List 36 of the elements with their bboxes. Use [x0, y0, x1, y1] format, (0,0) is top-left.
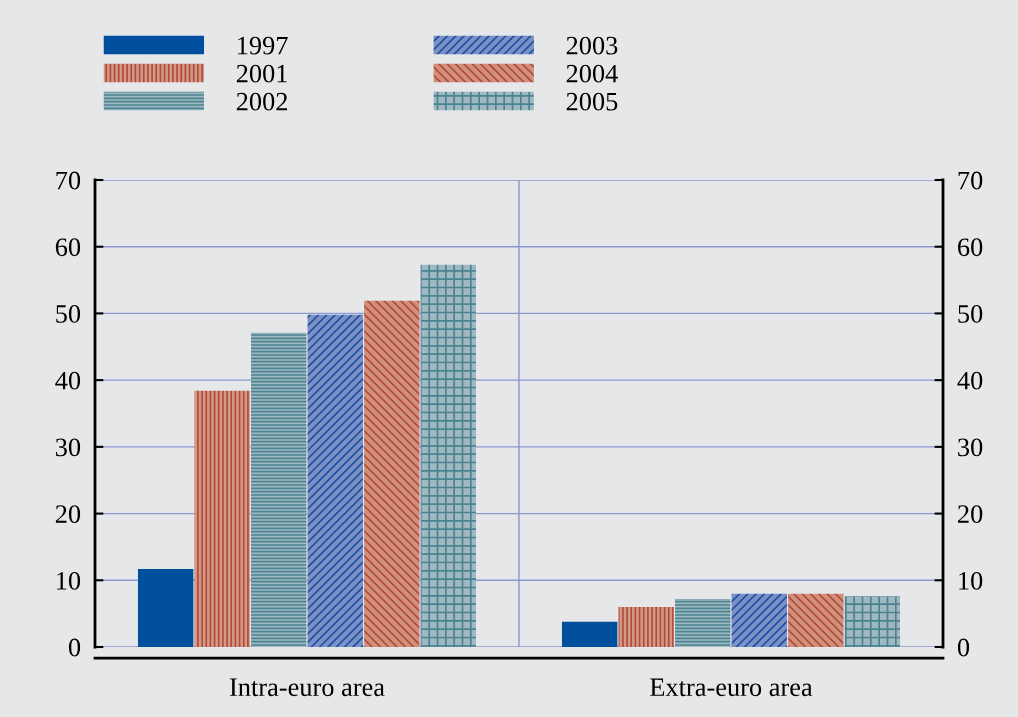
bar — [251, 332, 307, 647]
bar — [194, 390, 250, 647]
bar — [137, 568, 194, 647]
legend-label: 2003 — [566, 36, 618, 55]
legend-label: 2004 — [566, 64, 618, 83]
y2-tick-label: 60 — [958, 238, 983, 257]
y2-tick-label: 0 — [957, 638, 970, 657]
x-tick-label: Extra-euro area — [650, 678, 813, 697]
y2-tick-label: 50 — [958, 305, 983, 323]
bar — [420, 264, 477, 647]
y2-tick-label: 40 — [957, 371, 983, 390]
y2-tick-label: 20 — [958, 505, 983, 523]
legend-label: 1997 — [238, 36, 288, 55]
y-tick-label: 40 — [55, 371, 81, 390]
legend-label: 2002 — [236, 92, 288, 111]
y2-tick-label: 30 — [958, 438, 983, 457]
bar — [307, 314, 363, 647]
y2-tick-label: 10 — [959, 571, 983, 590]
y-tick-label: 70 — [56, 171, 81, 190]
y-tick-label: 50 — [56, 305, 81, 323]
y-tick-label: 60 — [55, 238, 81, 257]
bar — [788, 593, 844, 647]
y-tick-label: 20 — [55, 505, 81, 523]
y-tick-label: 0 — [68, 638, 81, 657]
bar — [844, 596, 901, 647]
legend-label: 2005 — [566, 92, 618, 111]
y2-tick-label: 70 — [958, 171, 983, 190]
legend-label: 2001 — [236, 64, 287, 83]
y-tick-label: 10 — [57, 571, 81, 590]
x-tick-label: Intra-euro area — [229, 678, 385, 697]
y-tick-label: 30 — [55, 438, 81, 457]
bar — [618, 606, 674, 647]
bar — [561, 621, 618, 647]
bar — [364, 300, 420, 647]
bar — [675, 598, 731, 647]
bar — [731, 593, 787, 647]
